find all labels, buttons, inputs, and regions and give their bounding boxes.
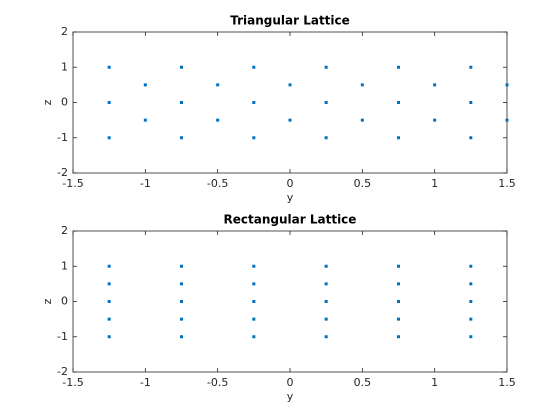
point (469, 136, 473, 140)
x-axis-label: y (287, 191, 294, 204)
y-tick-label: -1 (57, 131, 68, 144)
y-tick-label: -2 (57, 166, 68, 179)
point (107, 317, 111, 321)
x-tick-label: -1 (140, 177, 151, 190)
point (397, 335, 400, 339)
point (180, 101, 183, 104)
point (397, 136, 400, 140)
point (360, 83, 364, 87)
y-axis-label: z (41, 99, 54, 105)
x-tick-label: -0.5 (207, 177, 228, 190)
point (252, 65, 256, 69)
point (324, 300, 328, 303)
point (180, 65, 183, 69)
y-tick-label: -1 (57, 330, 68, 343)
point (180, 317, 183, 321)
x-tick-label: 0.5 (354, 177, 372, 190)
x-tick-label: 1 (431, 376, 438, 389)
point (252, 101, 256, 104)
chart-title: Rectangular Lattice (224, 213, 357, 227)
axes-background (72, 31, 508, 174)
point (252, 335, 256, 339)
point (107, 65, 111, 69)
point (252, 300, 256, 303)
point (397, 264, 400, 268)
point (324, 101, 328, 104)
x-tick-label: 1.5 (498, 376, 516, 389)
point (107, 282, 111, 286)
point (505, 118, 509, 122)
point (469, 317, 473, 321)
x-tick-label: -1.5 (62, 376, 83, 389)
point (216, 83, 220, 87)
point (143, 118, 147, 122)
point (324, 264, 328, 268)
point (433, 118, 437, 122)
y-tick-label: 1 (61, 259, 68, 272)
y-tick-label: 0 (61, 96, 68, 109)
point (180, 264, 183, 268)
point (469, 65, 473, 69)
y-axis-label: z (41, 298, 54, 304)
y-tick-label: -2 (57, 365, 68, 378)
point (252, 264, 256, 268)
point (397, 101, 400, 104)
point (180, 136, 183, 140)
point (360, 118, 364, 122)
point (469, 300, 473, 303)
point (469, 101, 473, 104)
point (505, 83, 509, 87)
point (469, 282, 473, 286)
point (107, 335, 111, 339)
point (469, 335, 473, 339)
point (397, 65, 400, 69)
point (397, 282, 400, 286)
point (180, 335, 183, 339)
y-tick-label: 2 (61, 25, 68, 38)
x-tick-label: 0 (287, 376, 294, 389)
point (469, 264, 473, 268)
point (180, 300, 183, 303)
y-tick-label: 0 (61, 295, 68, 308)
x-tick-label: 0.5 (354, 376, 372, 389)
point (107, 136, 111, 140)
point (107, 101, 111, 104)
point (288, 83, 292, 87)
x-tick-label: -1.5 (62, 177, 83, 190)
x-tick-label: 1.5 (498, 177, 516, 190)
y-tick-label: 1 (61, 60, 68, 73)
point (324, 317, 328, 321)
point (324, 65, 328, 69)
point (216, 118, 220, 122)
point (324, 136, 328, 140)
point (324, 335, 328, 339)
chart-title: Triangular Lattice (230, 14, 350, 28)
point (288, 118, 292, 122)
point (107, 300, 111, 303)
point (107, 264, 111, 268)
point (397, 317, 400, 321)
point (252, 317, 256, 321)
x-tick-label: -0.5 (207, 376, 228, 389)
point (324, 282, 328, 286)
x-tick-label: 1 (431, 177, 438, 190)
axes-background (72, 230, 508, 373)
point (252, 282, 256, 286)
point (143, 83, 147, 87)
point (397, 300, 400, 303)
point (180, 282, 183, 286)
x-tick-label: 0 (287, 177, 294, 190)
x-tick-label: -1 (140, 376, 151, 389)
point (433, 83, 437, 87)
point (252, 136, 256, 140)
x-axis-label: y (287, 390, 294, 403)
y-tick-label: 2 (61, 224, 68, 237)
